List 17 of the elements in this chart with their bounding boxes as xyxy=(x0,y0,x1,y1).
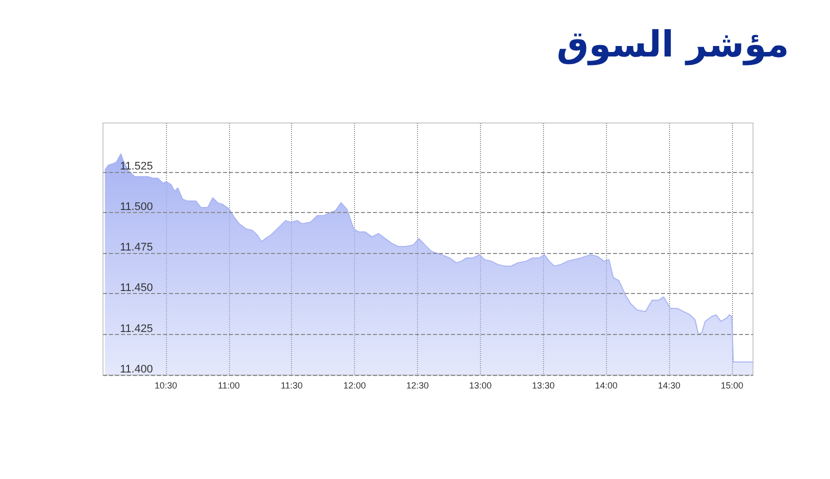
x-tick-label: 13:30 xyxy=(532,380,555,390)
y-tick-label: 11.525 xyxy=(120,160,153,172)
x-tick-label: 11:30 xyxy=(280,380,303,390)
x-tick-label: 15:00 xyxy=(720,380,744,390)
x-tick-label: 14:30 xyxy=(658,380,680,390)
y-tick-label: 11.450 xyxy=(120,282,153,294)
y-tick-label: 11.475 xyxy=(120,242,153,254)
x-tick-label: 11:00 xyxy=(218,380,240,390)
x-tick-label: 12:00 xyxy=(343,380,366,390)
y-tick-label: 11.500 xyxy=(120,200,153,213)
y-tick-label: 11.425 xyxy=(120,322,153,335)
y-tick-label: 11.400 xyxy=(120,364,153,376)
chart-title: مؤشر السوق xyxy=(556,24,789,66)
x-tick-label: 12:30 xyxy=(406,380,429,390)
x-tick-label: 14:00 xyxy=(594,380,618,390)
x-tick-label: 10:30 xyxy=(154,380,178,390)
x-tick-label: 13:00 xyxy=(469,380,492,390)
